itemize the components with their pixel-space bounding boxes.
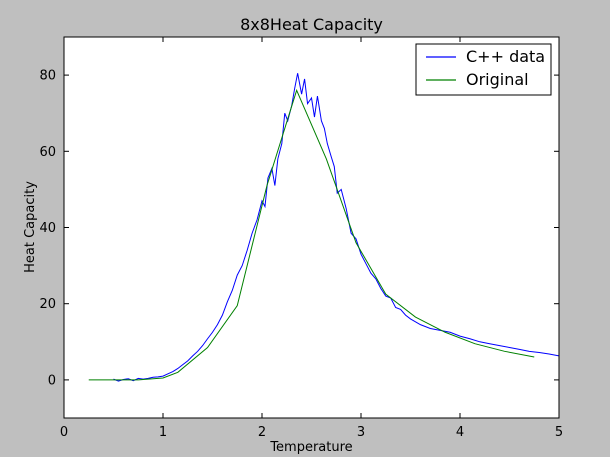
x-tick-label-1: 1	[159, 425, 167, 440]
y-tick-label-2: 40	[39, 221, 56, 236]
x-tick-label-3: 3	[357, 425, 365, 440]
x-tick-label-5: 5	[555, 425, 563, 440]
legend-label-series-0: C++ data	[466, 47, 545, 66]
ticks-layer: 0 1 2 3 4 5 0 20 40 60 80	[39, 37, 563, 440]
x-axis-label: Temperature	[269, 440, 352, 455]
y-tick-label-0: 0	[48, 373, 56, 388]
legend-label-series-1: Original	[466, 70, 529, 89]
series-layer	[88, 73, 560, 382]
x-tick-label-2: 2	[258, 425, 266, 440]
y-tick-label-4: 80	[39, 69, 56, 84]
series-line-0	[113, 73, 560, 382]
y-tick-label-3: 60	[39, 145, 56, 160]
legend: C++ data Original	[415, 43, 552, 96]
x-tick-label-4: 4	[456, 425, 464, 440]
x-tick-label-0: 0	[60, 425, 68, 440]
chart-title: 8x8Heat Capacity	[240, 15, 383, 34]
series-line-1	[88, 88, 535, 381]
y-tick-label-1: 20	[39, 297, 56, 312]
legend-box	[415, 43, 552, 96]
y-axis-label: Heat Capacity	[23, 181, 38, 273]
